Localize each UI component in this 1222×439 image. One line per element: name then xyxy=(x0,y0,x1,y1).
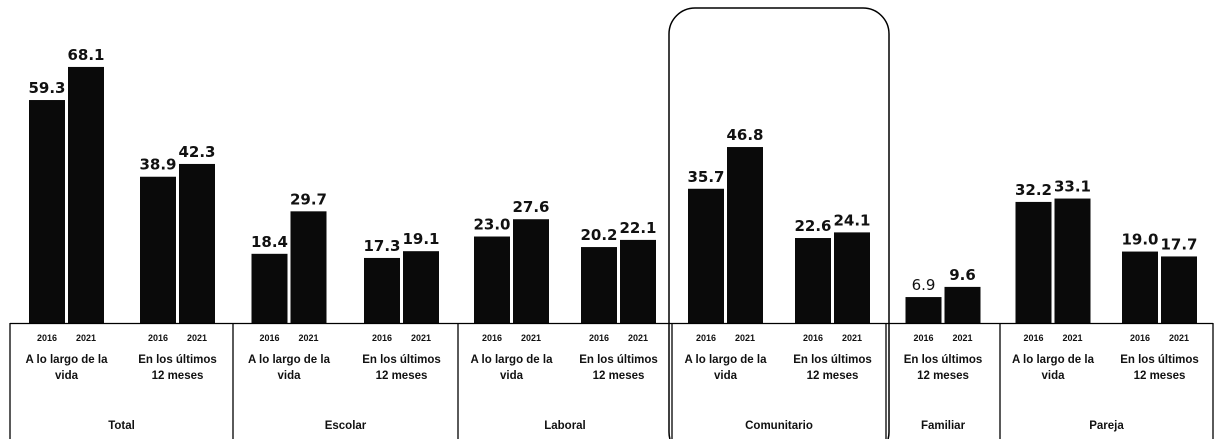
bar-escolar-1-2021 xyxy=(290,211,327,323)
category-label: A lo largo de la xyxy=(248,354,331,366)
year-tick-label: 2021 xyxy=(187,333,207,343)
bar-total-1-2021 xyxy=(68,66,104,323)
group-label-total: Total xyxy=(108,420,135,432)
bar-escolar-2-2021 xyxy=(403,251,439,323)
year-tick-label: 2016 xyxy=(259,333,279,343)
bar-laboral-2-2016 xyxy=(581,247,617,323)
data-label: 46.8 xyxy=(726,126,763,144)
year-tick-label: 2021 xyxy=(76,333,96,343)
bar-total-2-2021 xyxy=(179,163,215,323)
bar-laboral-1-2021 xyxy=(513,219,549,323)
data-label: 18.4 xyxy=(251,233,288,251)
category-label: En los últimos xyxy=(793,354,872,366)
data-label: 38.9 xyxy=(139,156,176,174)
category-label: A lo largo de la xyxy=(684,354,767,366)
year-tick-label: 2016 xyxy=(482,333,502,343)
category-label: En los últimos xyxy=(904,354,983,366)
data-label: 19.0 xyxy=(1121,231,1158,249)
data-label: 9.6 xyxy=(949,266,976,284)
year-tick-label: 2021 xyxy=(1062,333,1082,343)
year-tick-label: 2021 xyxy=(735,333,755,343)
bar-laboral-1-2016 xyxy=(474,236,510,323)
bar-comunitario-2-2021 xyxy=(834,232,870,323)
data-label: 19.1 xyxy=(402,230,439,248)
data-label: 59.3 xyxy=(28,79,65,97)
bar-escolar-1-2016 xyxy=(251,253,288,323)
data-label: 29.7 xyxy=(290,190,327,208)
group-label-familiar: Familiar xyxy=(921,420,966,432)
group-label-pareja: Pareja xyxy=(1089,420,1124,432)
year-tick-label: 2016 xyxy=(803,333,823,343)
category-label: 12 meses xyxy=(593,370,645,382)
year-tick-label: 2016 xyxy=(1130,333,1150,343)
year-tick-label: 2021 xyxy=(952,333,972,343)
category-label: A lo largo de la xyxy=(1012,354,1095,366)
category-label: vida xyxy=(55,370,79,382)
category-label: 12 meses xyxy=(917,370,969,382)
year-tick-label: 2016 xyxy=(913,333,933,343)
bar-pareja-2-2021 xyxy=(1161,256,1197,323)
category-label: vida xyxy=(277,370,301,382)
category-label: En los últimos xyxy=(1120,354,1199,366)
category-label: A lo largo de la xyxy=(470,354,553,366)
data-label: 22.6 xyxy=(794,217,831,235)
data-label: 68.1 xyxy=(67,46,104,64)
data-label: 6.9 xyxy=(912,276,936,294)
year-tick-label: 2021 xyxy=(411,333,431,343)
highlight-box-comunitario xyxy=(668,7,890,439)
category-label: 12 meses xyxy=(376,370,428,382)
year-tick-label: 2016 xyxy=(1023,333,1043,343)
bar-total-2-2016 xyxy=(140,176,176,323)
axis-frame xyxy=(9,7,1214,439)
category-label: En los últimos xyxy=(362,354,441,366)
data-label: 27.6 xyxy=(512,198,549,216)
bar-total-1-2016 xyxy=(29,100,65,323)
category-label: A lo largo de la xyxy=(25,354,108,366)
year-tick-label: 2021 xyxy=(298,333,318,343)
bar-comunitario-1-2016 xyxy=(688,188,724,323)
bar-pareja-2-2016 xyxy=(1122,251,1158,323)
category-label: vida xyxy=(714,370,738,382)
data-label: 22.1 xyxy=(619,219,656,237)
data-label: 23.0 xyxy=(473,216,510,234)
year-tick-label: 2016 xyxy=(589,333,609,343)
data-label: 17.7 xyxy=(1160,235,1197,253)
category-label: vida xyxy=(1041,370,1065,382)
bar-familiar-1-2021 xyxy=(944,286,981,323)
data-label: 32.2 xyxy=(1015,181,1052,199)
year-tick-label: 2016 xyxy=(696,333,716,343)
bar-escolar-2-2016 xyxy=(364,257,400,323)
category-label: 12 meses xyxy=(1134,370,1186,382)
year-tick-label: 2016 xyxy=(148,333,168,343)
year-tick-label: 2016 xyxy=(37,333,57,343)
year-tick-label: 2021 xyxy=(1169,333,1189,343)
data-label: 20.2 xyxy=(580,226,617,244)
year-tick-label: 2021 xyxy=(521,333,541,343)
bars-layer xyxy=(29,66,1197,323)
bar-comunitario-1-2021 xyxy=(727,147,763,323)
group-label-comunitario: Comunitario xyxy=(745,420,813,432)
data-label: 42.3 xyxy=(178,143,215,161)
bar-laboral-2-2021 xyxy=(620,239,656,323)
data-label: 17.3 xyxy=(363,237,400,255)
category-label: 12 meses xyxy=(807,370,859,382)
category-label: En los últimos xyxy=(138,354,217,366)
year-tick-label: 2016 xyxy=(372,333,392,343)
data-label: 33.1 xyxy=(1054,178,1091,196)
bar-comunitario-2-2016 xyxy=(795,238,831,323)
category-label: 12 meses xyxy=(152,370,204,382)
data-label: 24.1 xyxy=(833,211,870,229)
bar-pareja-1-2016 xyxy=(1015,201,1052,323)
year-tick-label: 2021 xyxy=(842,333,862,343)
bar-familiar-1-2016 xyxy=(905,297,942,323)
group-label-escolar: Escolar xyxy=(325,420,367,432)
category-label: En los últimos xyxy=(579,354,658,366)
data-label: 35.7 xyxy=(687,168,724,186)
group-label-laboral: Laboral xyxy=(544,420,586,432)
category-label: vida xyxy=(500,370,524,382)
bar-pareja-1-2021 xyxy=(1054,198,1091,323)
labels-layer: 59.3 2016 68.1 2021 A lo largo de la vida 38.9… xyxy=(25,46,1198,432)
year-tick-label: 2021 xyxy=(628,333,648,343)
